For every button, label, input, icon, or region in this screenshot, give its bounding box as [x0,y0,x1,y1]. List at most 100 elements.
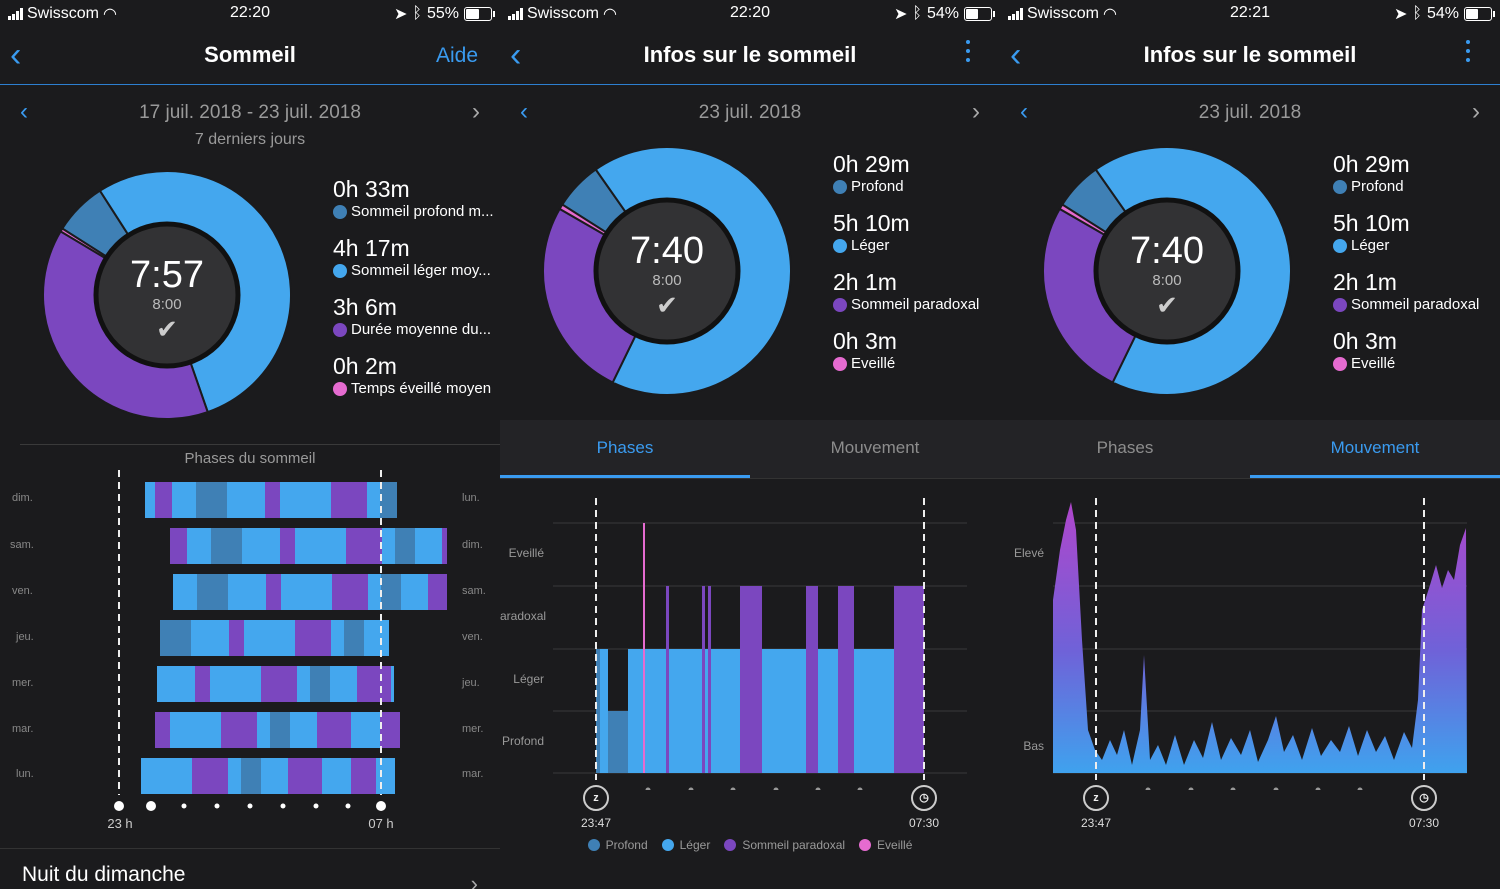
sleep-detail-movement-panel: Swisscom ◠ 22:21 ➤ ᛒ 54% ‹ Infos sur le som… [1000,0,1500,889]
more-icon[interactable] [1466,40,1470,62]
phase-segment [596,649,600,773]
phase-bar-segment [261,758,288,794]
hour-dot [1188,787,1194,790]
stat-label: Sommeil profond m... [351,203,494,220]
phase-bar-segment [317,712,351,748]
stats-list: 0h 29m Profond 5h 10m Léger 2h 1m Sommeil p… [833,151,979,387]
stat-value: 4h 17m [333,235,410,261]
rem-legend-dot [333,323,347,337]
stat-light: 4h 17m Sommeil léger moy... [333,235,494,294]
more-icon[interactable] [966,40,970,62]
wifi-icon: ◠ [603,6,617,23]
light-legend-dot [1333,239,1347,253]
phase-bar-segment [228,574,266,610]
rem-spike [702,586,705,773]
phase-bar-segment [415,528,442,564]
stat-value: 5h 10m [1333,210,1410,236]
stat-value: 0h 3m [1333,328,1397,354]
sleep-start-icon: z [583,785,609,811]
hour-dot [181,803,187,809]
night-row[interactable]: Nuit du dimanche › [0,848,500,889]
next-day-icon[interactable]: › [1472,98,1480,125]
clock: 22:20 [229,4,271,21]
sleep-donut: 7:57 8:00 ✔ [42,170,292,420]
back-icon[interactable]: ‹ [10,36,22,74]
phase-bar-segment [401,574,428,610]
phase-bar-segment [244,620,266,656]
hour-dot [247,803,253,809]
phase-bar-segment [241,758,261,794]
phase-bar-segment [322,758,333,794]
wifi-icon: ◠ [103,6,117,23]
prev-day-icon[interactable]: ‹ [1020,98,1028,125]
hour-dot [1230,787,1236,790]
sleep-detail-phases-panel: Swisscom ◠ 22:20 ➤ ᛒ 54% ‹ Infos sur le som… [500,0,1000,889]
alarm-clock-icon: ◷ [1411,785,1437,811]
location-icon: ➤ [393,6,408,23]
phase-bar-segment [227,482,265,518]
help-button[interactable]: Aide [435,44,478,67]
hour-dot [857,787,863,790]
hour-dot [146,801,156,811]
signal-icon [8,8,23,20]
date: 23 juil. 2018 [1198,102,1302,123]
phase-bar-segment [192,712,221,748]
hour-dot [1357,787,1363,790]
stat-deep: 0h 29m Profond [1333,151,1479,210]
hour-dot [280,803,286,809]
phase-bar-segment [281,574,303,610]
check-icon: ✔ [156,314,178,344]
rem-spike [744,586,747,773]
day-label: sam. [10,539,34,551]
stat-value: 3h 6m [333,294,397,320]
day-label: dim. [462,539,483,551]
rem-legend-dot [1333,298,1347,312]
stat-light: 5h 10m Léger [833,210,979,269]
stat-value: 0h 29m [833,151,910,177]
date: 23 juil. 2018 [698,102,802,123]
y-label: aradoxal [500,609,547,623]
back-icon[interactable]: ‹ [1010,36,1022,74]
next-day-icon[interactable]: › [972,98,980,125]
date-navigator: ‹ 17 juil. 2018 - 23 juil. 2018 › [0,100,500,124]
phase-bar-segment [257,712,270,748]
hour-dot [376,801,386,811]
prev-period-icon[interactable]: ‹ [20,98,28,125]
phase-bar-segment [344,620,364,656]
day-label: mar. [462,768,484,780]
location-icon: ➤ [893,6,908,23]
nav-bar: ‹ Infos sur le sommeil [1000,30,1500,85]
phase-bar-segment [242,528,280,564]
status-bar: Swisscom ◠ 22:20 ➤ ᛒ 54% [500,0,1000,28]
day-label: lun. [462,492,480,504]
phase-segment [628,649,740,773]
back-icon[interactable]: ‹ [510,36,522,74]
next-period-icon[interactable]: › [472,98,480,125]
day-label: dim. [12,492,33,504]
tab-phases[interactable]: Phases [1096,438,1154,457]
prev-day-icon[interactable]: ‹ [520,98,528,125]
awake-legend-dot [833,357,847,371]
tab-phases[interactable]: Phases [500,420,750,478]
donut-chart [42,170,292,420]
phase-bar-segment [211,528,242,564]
battery-percent: 55% [426,5,459,22]
stat-value: 0h 33m [333,176,410,202]
divider [20,444,500,445]
tab-movement[interactable]: Mouvement [1250,420,1500,478]
light-legend-dot [833,239,847,253]
tab-movement[interactable]: Mouvement [830,438,920,457]
phase-bar-segment [382,528,395,564]
y-label: Elevé [1013,546,1044,560]
hour-dot [688,787,694,790]
donut-center [93,221,241,369]
phase-bar-segment [380,482,397,518]
stat-deep: 0h 29m Profond [833,151,979,210]
phase-bar-segment [163,758,192,794]
phase-bar-segment [187,528,211,564]
phase-bar-segment [197,574,228,610]
page-title: Sommeil [204,42,296,67]
donut-chart [1042,146,1292,396]
hour-dot [645,787,651,790]
phase-bar-segment [195,666,210,702]
